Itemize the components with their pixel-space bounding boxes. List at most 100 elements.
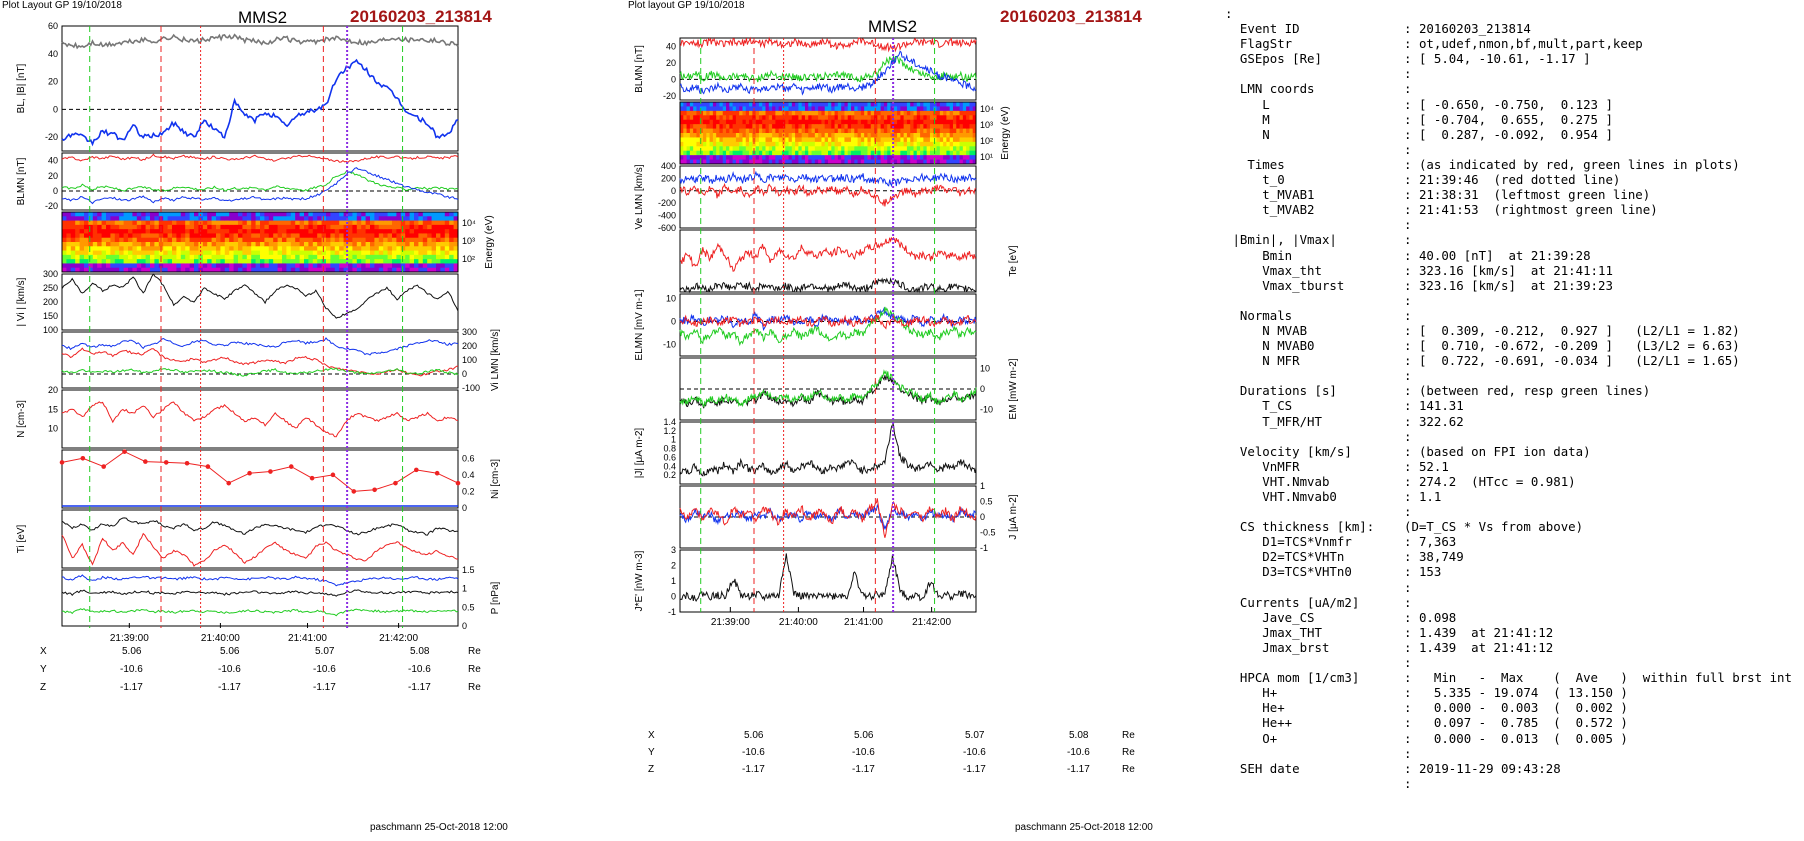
y-tick-label: 0.5 [980,497,993,507]
ni-point [414,467,419,473]
left-x-val-1: 5.06 [220,646,240,657]
spectro-cell [712,155,717,161]
spectro-cell [150,220,155,226]
panel-left-P: 00.511.5 [61,565,475,631]
spectro-cell [929,124,934,130]
spectro-cell [453,246,459,252]
spectro-cell [811,128,816,134]
spectro-cell [788,128,793,134]
spectro-cell [163,224,169,230]
spectro-cell [422,216,428,222]
spectro-cell [874,146,878,152]
spectro-cell [84,267,89,273]
spectro-cell [916,137,921,143]
info-line: : [1225,504,1412,520]
spectro-cell [132,254,138,260]
spectro-cell [282,259,287,264]
series-Ti [679,236,977,272]
panel-frame [61,569,459,627]
spectro-cell [726,137,730,143]
spectro-cell [392,220,397,226]
spectro-cell [427,254,433,260]
spectro-cell [295,237,301,243]
spectro-cell [696,102,701,107]
spectro-cell [422,233,428,239]
spectro-cell [962,115,967,121]
spectro-cell [828,141,832,147]
spectro-cell [814,106,819,112]
spectro-cell [365,212,371,217]
spectro-cell [172,263,177,269]
spectro-cell [824,115,829,121]
y-tick-label: 10⁴ [462,218,476,228]
spectro-cell [814,150,819,156]
spectro-cell [841,115,845,121]
spectro-cell [194,250,199,256]
spectro-cell [79,233,85,239]
spectro-cell [286,216,292,222]
spectro-cell [387,254,393,260]
series-BN [61,167,459,205]
spectro-cell [348,220,353,226]
spectro-cell [427,250,433,256]
info-line: |Bmin|, |Vmax| : [1225,232,1412,248]
spectro-cell [414,233,419,239]
spectro-cell [216,212,221,217]
spectro-cell [768,133,773,138]
spectro-cell [959,155,964,161]
series-VN [61,367,459,377]
spectro-cell [383,246,389,252]
panel-frame [61,509,459,569]
spectro-cell [326,212,331,217]
mid-row-z: Z [648,764,655,775]
left-y-val-1: -10.6 [218,664,241,675]
spectro-cell [180,263,186,269]
spectro-cell [732,106,737,112]
spectro-cell [716,110,720,116]
spectro-cell [308,220,314,226]
spectro-cell [409,220,415,226]
spectro-cell [804,133,809,138]
spectro-cell [969,102,974,107]
spectro-cell [798,133,803,138]
spectro-cell [422,212,428,217]
spectro-cell [788,102,793,107]
spectro-cell [418,246,424,252]
spectro-cell [703,141,707,147]
spectro-cell [233,224,239,230]
spectro-cell [418,212,424,217]
spectro-cell [400,250,406,256]
spectro-cell [396,220,402,226]
spectro-cell [837,141,842,147]
info-line: CS thickness [km]: (D=T_CS * Vs from abo… [1225,519,1584,535]
spectro-cell [251,229,257,234]
spectro-cell [154,242,160,247]
spectro-cell [282,254,287,260]
spectro-cell [348,229,353,234]
spectro-cell [864,150,868,156]
spectro-cell [762,155,767,161]
spectro-cell [778,141,783,147]
spectro-cell [229,233,235,239]
panel-frame [679,293,977,357]
spectro-cell [224,229,230,234]
spectro-cell [290,267,296,273]
spectro-cell [785,128,790,134]
spectro-cell [440,237,446,243]
spectro-cell [172,237,177,243]
spectro-cell [910,155,915,161]
spectro-cell [400,254,406,260]
left-z-val-3: -1.17 [408,682,431,693]
info-line: VHT.Nmvab : 274.2 (HTcc = 0.981) [1225,473,1576,489]
y-tick-label: 10¹ [980,152,993,162]
spectro-cell [795,119,799,125]
spectro-cell [273,254,279,260]
mid-z-val-3: -1.17 [1067,764,1090,775]
spectro-cell [831,119,836,125]
spectro-cell [246,267,252,273]
spectro-cell [755,133,760,138]
mid-y-val-1: -10.6 [852,747,875,758]
spectro-cell [62,259,67,264]
spectro-cell [870,150,875,156]
spectro-cell [370,212,375,217]
